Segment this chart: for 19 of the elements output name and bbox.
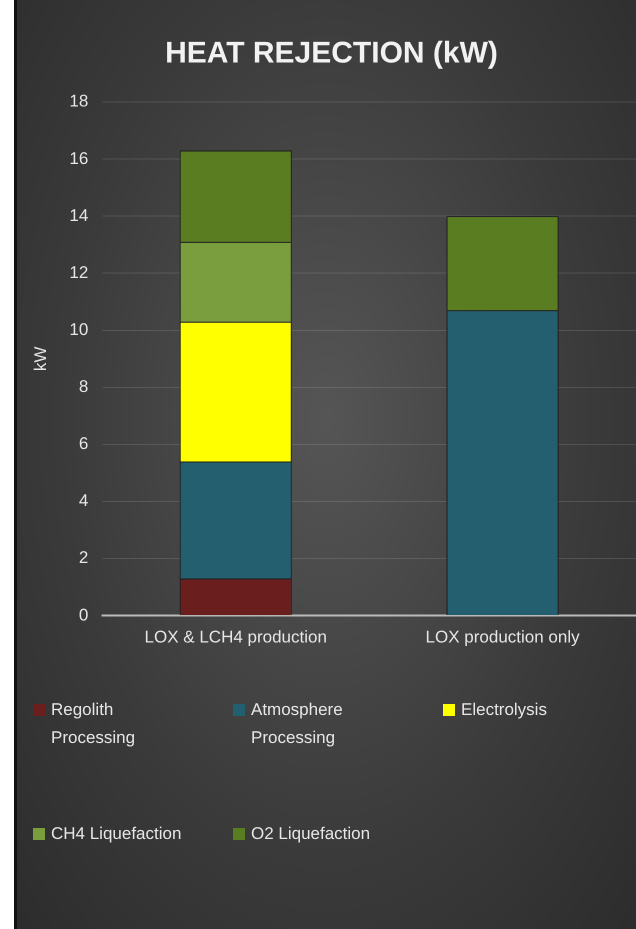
- legend-label: O2 Liquefaction: [251, 823, 372, 845]
- y-tick-label: 0: [78, 605, 88, 624]
- legend-label: Atmosphere Processing: [251, 699, 344, 749]
- y-tick-label: 10: [69, 320, 88, 339]
- y-tick-label: 18: [69, 92, 88, 111]
- y-tick-label: 6: [78, 434, 88, 454]
- x-tick-label: LOX production only: [426, 627, 580, 646]
- legend-label: CH4 Liquefaction: [51, 823, 182, 845]
- y-tick-label: 8: [78, 377, 88, 396]
- y-tick-label: 16: [69, 148, 88, 168]
- y-tick-label: 14: [69, 206, 88, 225]
- y-tick-label: 4: [78, 491, 88, 510]
- y-tick-label: 2: [78, 548, 88, 568]
- y-axis-title: kW: [30, 346, 50, 372]
- legend-label: Electrolysis: [461, 699, 548, 721]
- x-tick-label: LOX & LCH4 production: [144, 627, 327, 646]
- legend-label: Regolith Processing: [51, 699, 136, 749]
- chart-title: HEAT REJECTION (kW): [165, 36, 498, 70]
- y-tick-label: 12: [69, 262, 88, 282]
